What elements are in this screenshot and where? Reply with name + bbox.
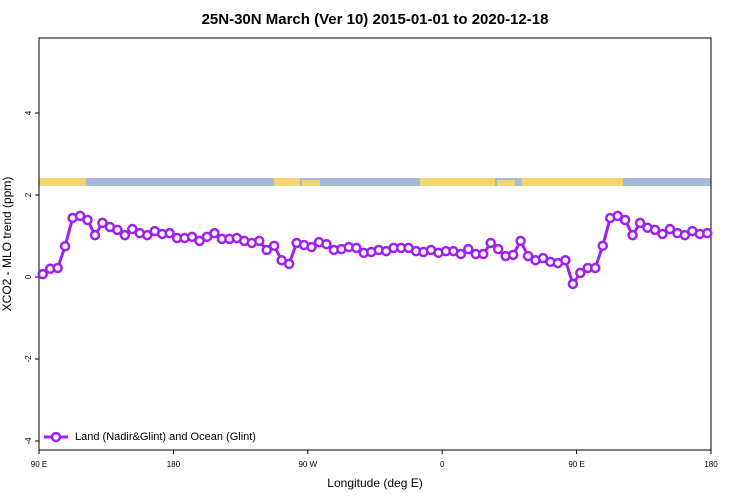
land-ocean-strip <box>39 178 711 186</box>
y-tick-label: -2 <box>24 355 33 363</box>
data-point <box>254 235 265 247</box>
y-axis-label: XCO2 - MLO trend (ppm) <box>0 177 14 312</box>
data-point <box>119 229 131 241</box>
data-point <box>560 254 571 266</box>
data-point <box>186 231 198 243</box>
data-point <box>634 217 646 229</box>
data-point <box>455 248 467 260</box>
data-point <box>194 235 205 247</box>
data-point <box>664 223 676 235</box>
data-point <box>463 243 474 255</box>
data-point <box>261 244 272 256</box>
data-point <box>268 240 280 252</box>
x-tick-label: 90 E <box>31 460 47 469</box>
data-point <box>492 243 504 255</box>
data-point <box>351 242 362 254</box>
legend: Land (Nadir&Glint) and Ocean (Glint) <box>44 431 256 443</box>
x-tick-label: 0 <box>440 460 445 469</box>
data-point <box>59 241 71 252</box>
data-point <box>142 229 153 241</box>
data-point <box>515 235 526 247</box>
data-point <box>127 223 138 235</box>
data-point <box>52 262 63 274</box>
data-point <box>89 229 101 241</box>
x-tick-label: 90 W <box>298 460 317 469</box>
chart-title: 25N-30N March (Ver 10) 2015-01-01 to 202… <box>202 11 549 28</box>
data-point <box>627 229 638 241</box>
data-point <box>679 229 691 241</box>
data-point <box>321 238 332 250</box>
data-point <box>209 227 220 239</box>
y-tick-label: -4 <box>24 437 33 445</box>
plot-frame <box>38 37 712 451</box>
legend-label: Land (Nadir&Glint) and Ocean (Glint) <box>75 431 256 443</box>
x-tick-label: 90 E <box>568 460 584 469</box>
legend-marker <box>50 431 62 443</box>
data-point <box>567 278 579 290</box>
y-tick-label: 4 <box>24 110 33 115</box>
x-axis-label: Longitude (deg E) <box>327 476 422 490</box>
data-point <box>590 262 601 274</box>
data-point <box>597 240 608 252</box>
x-tick-label: 180 <box>704 460 718 469</box>
data-point <box>649 224 661 236</box>
y-tick-label: 2 <box>24 192 33 197</box>
data-point <box>575 267 586 279</box>
data-point <box>702 227 713 239</box>
data-point <box>74 210 86 222</box>
data-point <box>619 214 631 226</box>
data-point <box>657 228 668 240</box>
data-point <box>164 227 175 239</box>
data-point <box>485 237 496 249</box>
data-point <box>478 248 489 260</box>
data-point <box>283 258 295 270</box>
data-point <box>507 249 519 261</box>
data-point <box>612 210 623 222</box>
data-point <box>82 214 93 226</box>
data-point <box>306 241 317 253</box>
data-point <box>112 224 123 236</box>
data-point <box>37 268 48 280</box>
y-tick-label: 0 <box>24 274 33 279</box>
data-point <box>97 217 108 229</box>
data-point <box>522 250 534 262</box>
x-tick-label: 180 <box>167 460 181 469</box>
